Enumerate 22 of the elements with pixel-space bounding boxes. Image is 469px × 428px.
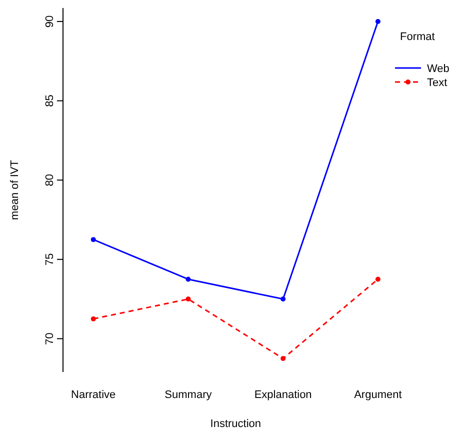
y-tick-label: 80 [44,174,56,186]
legend-label: Web [427,63,450,75]
y-tick-label: 70 [44,332,56,345]
point [375,18,380,24]
legend-title: Format [400,31,435,43]
x-tick-label: Summary [164,389,212,401]
y-tick-label: 85 [44,94,56,107]
point [280,296,286,302]
point [280,356,286,362]
point [90,316,96,322]
point [90,237,96,242]
point [186,296,191,302]
point [186,276,191,282]
y-tick-label: 75 [44,253,56,266]
y-tick-label: 90 [44,15,56,28]
x-tick-label: Explanation [254,389,312,401]
point [375,276,380,282]
legend-label: Text [427,77,448,89]
x-tick-label: Argument [354,389,402,401]
x-tick-label: Narrative [71,389,116,401]
y-axis-title: mean of IVT [9,160,21,220]
x-axis-title: Instruction [210,418,262,428]
